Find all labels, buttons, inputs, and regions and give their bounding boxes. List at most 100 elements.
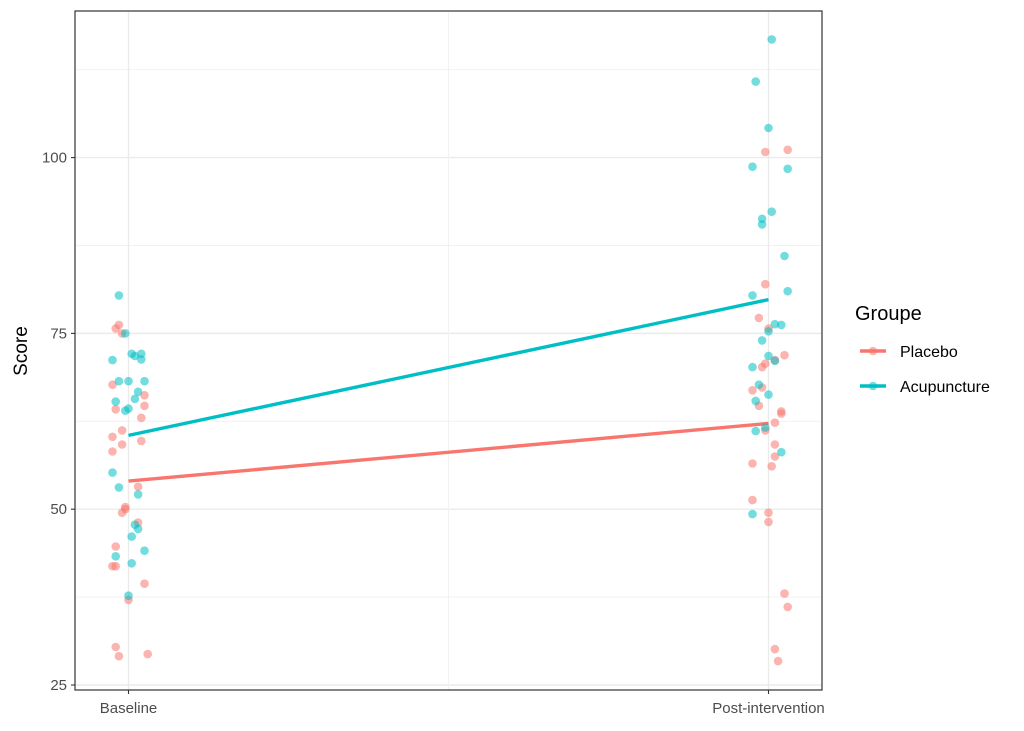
x-tick-label: Post-intervention	[712, 700, 825, 717]
legend: Groupe Placebo Acupuncture	[855, 303, 990, 396]
data-point-acupuncture	[748, 509, 757, 519]
data-point-acupuncture	[767, 207, 776, 216]
data-point-acupuncture	[783, 286, 792, 296]
data-point-acupuncture	[767, 35, 776, 44]
data-point-placebo	[764, 508, 773, 517]
data-point-acupuncture	[748, 162, 757, 171]
data-point-acupuncture	[748, 362, 757, 372]
data-point-placebo	[783, 602, 792, 612]
trend-line-placebo	[128, 421, 769, 483]
data-point-placebo	[773, 656, 783, 666]
y-tick-label: 75	[50, 325, 67, 342]
data-point-placebo	[783, 145, 792, 155]
data-point-placebo	[108, 432, 117, 442]
data-point-acupuncture	[764, 390, 773, 399]
data-point-placebo	[140, 401, 149, 411]
legend-label: Acupuncture	[900, 379, 990, 396]
data-point-acupuncture	[780, 251, 789, 261]
data-point-acupuncture	[761, 423, 770, 432]
data-point-placebo	[761, 279, 770, 289]
data-point-acupuncture	[748, 291, 757, 300]
data-point-acupuncture	[764, 123, 773, 133]
data-point-placebo	[140, 391, 149, 400]
points-layer	[108, 35, 792, 666]
data-point-placebo	[780, 350, 789, 360]
data-point-acupuncture	[133, 490, 143, 499]
data-point-placebo	[114, 651, 124, 661]
legend-key-point	[868, 381, 878, 391]
data-point-acupuncture	[137, 355, 146, 364]
data-point-acupuncture	[751, 396, 760, 406]
data-point-acupuncture	[140, 376, 149, 386]
data-point-placebo	[108, 447, 117, 456]
legend-key-point	[868, 346, 878, 356]
data-point-acupuncture	[133, 524, 143, 534]
plot-border	[74, 10, 823, 691]
data-point-placebo	[770, 440, 780, 449]
data-point-acupuncture	[777, 320, 786, 330]
grid-layer	[75, 11, 822, 690]
data-point-acupuncture	[770, 319, 780, 329]
data-point-acupuncture	[140, 546, 149, 555]
y-axis-title: Score	[11, 326, 32, 376]
data-point-acupuncture	[757, 336, 767, 345]
y-tick-label: 100	[42, 150, 67, 167]
trend-line-acupuncture	[128, 297, 769, 438]
y-tick-label: 25	[50, 677, 67, 694]
data-point-acupuncture	[121, 406, 130, 416]
data-point-acupuncture	[764, 351, 773, 361]
data-point-acupuncture	[127, 532, 136, 541]
data-point-acupuncture	[127, 559, 136, 568]
data-point-placebo	[111, 405, 120, 414]
data-point-acupuncture	[770, 356, 780, 366]
data-point-placebo	[137, 413, 146, 423]
data-point-placebo	[754, 313, 764, 323]
data-point-acupuncture	[111, 397, 120, 406]
data-point-placebo	[140, 579, 149, 588]
data-point-acupuncture	[114, 291, 124, 300]
legend-title: Groupe	[855, 303, 922, 325]
data-point-placebo	[137, 436, 146, 446]
x-tick-label: Baseline	[100, 700, 158, 717]
trend-layer	[128, 297, 769, 483]
data-point-acupuncture	[754, 380, 764, 390]
data-point-placebo	[111, 642, 120, 652]
data-point-acupuncture	[751, 77, 760, 86]
data-point-placebo	[767, 462, 776, 471]
data-point-placebo	[780, 589, 789, 598]
data-point-acupuncture	[783, 164, 792, 174]
data-point-acupuncture	[114, 376, 124, 386]
data-point-placebo	[117, 440, 127, 449]
data-point-acupuncture	[124, 591, 133, 600]
data-point-acupuncture	[777, 447, 786, 457]
data-point-acupuncture	[130, 394, 140, 404]
data-point-placebo	[764, 517, 773, 527]
data-point-acupuncture	[108, 355, 117, 365]
data-point-placebo	[111, 324, 120, 333]
data-point-acupuncture	[757, 220, 767, 229]
data-point-acupuncture	[124, 376, 133, 386]
data-point-placebo	[770, 418, 780, 428]
data-point-acupuncture	[133, 387, 143, 397]
data-point-placebo	[111, 542, 120, 551]
data-point-placebo	[757, 362, 767, 372]
data-point-placebo	[748, 386, 757, 395]
data-point-placebo	[748, 459, 757, 468]
data-point-acupuncture	[121, 329, 130, 338]
data-point-acupuncture	[764, 327, 773, 336]
y-tick-label: 50	[50, 501, 67, 518]
data-point-placebo	[133, 482, 143, 492]
legend-label: Placebo	[900, 344, 958, 361]
data-point-placebo	[770, 644, 780, 654]
data-point-placebo	[748, 495, 757, 505]
data-point-placebo	[111, 561, 120, 571]
data-point-placebo	[777, 409, 786, 418]
data-point-placebo	[108, 380, 117, 390]
data-point-acupuncture	[130, 351, 140, 361]
data-point-placebo	[117, 508, 127, 517]
data-point-acupuncture	[114, 483, 124, 492]
data-point-placebo	[761, 147, 770, 157]
data-point-acupuncture	[751, 426, 760, 436]
data-point-acupuncture	[108, 468, 117, 477]
